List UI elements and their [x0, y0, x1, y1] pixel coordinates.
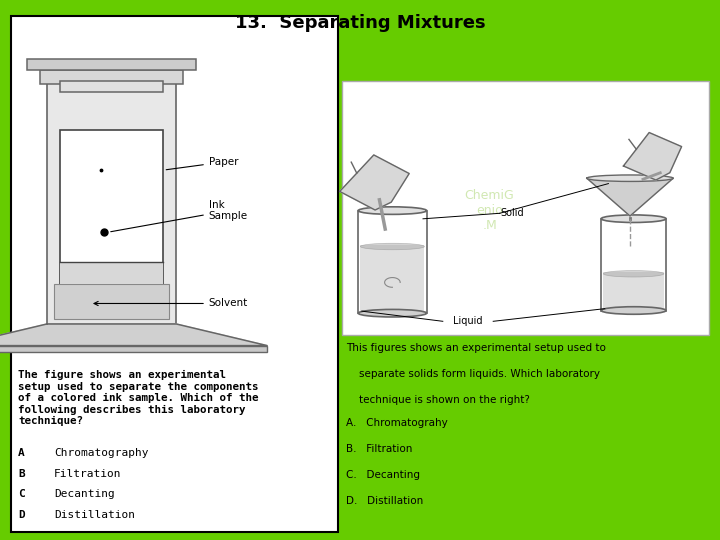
- Text: B.   Filtration: B. Filtration: [346, 444, 412, 455]
- Text: This figures shows an experimental setup used to: This figures shows an experimental setup…: [346, 343, 606, 353]
- Bar: [60, 81, 163, 92]
- Text: A.   Chromatograhy: A. Chromatograhy: [346, 418, 447, 429]
- Polygon shape: [340, 155, 409, 210]
- Ellipse shape: [601, 307, 666, 314]
- Ellipse shape: [601, 215, 666, 222]
- Ellipse shape: [361, 243, 425, 249]
- Polygon shape: [587, 178, 673, 216]
- Text: Solid: Solid: [500, 208, 524, 218]
- Text: ChemiG
enio
.M: ChemiG enio .M: [464, 189, 515, 232]
- Bar: [54, 284, 169, 319]
- Bar: [342, 81, 709, 335]
- Text: B: B: [18, 469, 24, 479]
- Bar: [40, 70, 183, 84]
- Bar: [361, 245, 425, 312]
- Text: The figure shows an experimental
setup used to separate the components
of a colo: The figure shows an experimental setup u…: [18, 370, 258, 427]
- Ellipse shape: [603, 271, 664, 277]
- Bar: [60, 262, 163, 284]
- Bar: [359, 211, 426, 313]
- Text: D.   Distillation: D. Distillation: [346, 496, 423, 507]
- Text: Paper: Paper: [166, 157, 238, 170]
- Ellipse shape: [359, 207, 426, 214]
- Text: Decanting: Decanting: [54, 489, 114, 500]
- Ellipse shape: [587, 175, 673, 181]
- Text: Chromatography: Chromatography: [54, 448, 148, 458]
- Text: A: A: [18, 448, 24, 458]
- Bar: [603, 272, 664, 309]
- Text: Liquid: Liquid: [454, 316, 482, 326]
- Polygon shape: [0, 324, 267, 346]
- Bar: [601, 219, 666, 310]
- Bar: [47, 76, 176, 324]
- Text: Solvent: Solvent: [94, 299, 248, 308]
- Text: D: D: [18, 510, 24, 520]
- Bar: [11, 16, 338, 532]
- Text: separate solids form liquids. Which laboratory: separate solids form liquids. Which labo…: [346, 369, 600, 379]
- Polygon shape: [624, 132, 682, 180]
- Text: C: C: [18, 489, 24, 500]
- Text: Distillation: Distillation: [54, 510, 135, 520]
- Text: 13.  Separating Mixtures: 13. Separating Mixtures: [235, 14, 485, 31]
- Text: Ink
Sample: Ink Sample: [111, 200, 248, 232]
- Text: C.   Decanting: C. Decanting: [346, 470, 420, 481]
- Bar: [60, 130, 163, 284]
- Bar: [0, 346, 267, 352]
- Ellipse shape: [359, 309, 426, 317]
- Text: technique is shown on the right?: technique is shown on the right?: [346, 395, 529, 405]
- Bar: [27, 59, 196, 70]
- Text: Filtration: Filtration: [54, 469, 122, 479]
